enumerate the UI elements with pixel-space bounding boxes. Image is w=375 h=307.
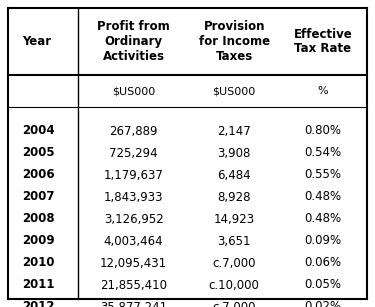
Text: 2,147: 2,147 <box>217 125 251 138</box>
Text: 0.54%: 0.54% <box>304 146 341 160</box>
Text: 0.02%: 0.02% <box>304 301 341 307</box>
Text: Effective
Tax Rate: Effective Tax Rate <box>294 28 352 56</box>
Text: 35,877,241: 35,877,241 <box>100 301 167 307</box>
Text: c.10,000: c.10,000 <box>209 278 260 292</box>
Text: 4,003,464: 4,003,464 <box>104 235 164 247</box>
Text: 2006: 2006 <box>22 169 55 181</box>
Text: 0.48%: 0.48% <box>304 191 341 204</box>
Text: 2008: 2008 <box>22 212 55 226</box>
Text: 0.09%: 0.09% <box>304 235 341 247</box>
Text: 3,908: 3,908 <box>217 146 251 160</box>
Text: 2007: 2007 <box>22 191 55 204</box>
Text: 21,855,410: 21,855,410 <box>100 278 167 292</box>
Text: 0.55%: 0.55% <box>304 169 341 181</box>
Text: 8,928: 8,928 <box>217 191 251 204</box>
Text: Profit from
Ordinary
Activities: Profit from Ordinary Activities <box>97 20 170 63</box>
Text: 2005: 2005 <box>22 146 55 160</box>
Text: 2009: 2009 <box>22 235 55 247</box>
Text: 2011: 2011 <box>22 278 55 292</box>
Text: 14,923: 14,923 <box>214 212 255 226</box>
Text: 12,095,431: 12,095,431 <box>100 257 167 270</box>
Text: 267,889: 267,889 <box>110 125 158 138</box>
Text: 2010: 2010 <box>22 257 55 270</box>
Text: 2012: 2012 <box>22 301 55 307</box>
Text: $US000: $US000 <box>213 86 256 96</box>
Text: %: % <box>318 86 328 96</box>
Text: $US000: $US000 <box>112 86 155 96</box>
Text: c.7,000: c.7,000 <box>212 257 256 270</box>
Text: 1,179,637: 1,179,637 <box>104 169 164 181</box>
Text: 3,126,952: 3,126,952 <box>104 212 164 226</box>
Text: 2004: 2004 <box>22 125 55 138</box>
Text: Provision
for Income
Taxes: Provision for Income Taxes <box>199 20 270 63</box>
Text: 0.80%: 0.80% <box>304 125 341 138</box>
Text: 6,484: 6,484 <box>217 169 251 181</box>
Text: 0.48%: 0.48% <box>304 212 341 226</box>
Text: Year: Year <box>22 35 51 48</box>
Text: 3,651: 3,651 <box>217 235 251 247</box>
Text: c.7,000: c.7,000 <box>212 301 256 307</box>
Text: 725,294: 725,294 <box>110 146 158 160</box>
Text: 0.06%: 0.06% <box>304 257 341 270</box>
Text: 0.05%: 0.05% <box>304 278 341 292</box>
Text: 1,843,933: 1,843,933 <box>104 191 164 204</box>
